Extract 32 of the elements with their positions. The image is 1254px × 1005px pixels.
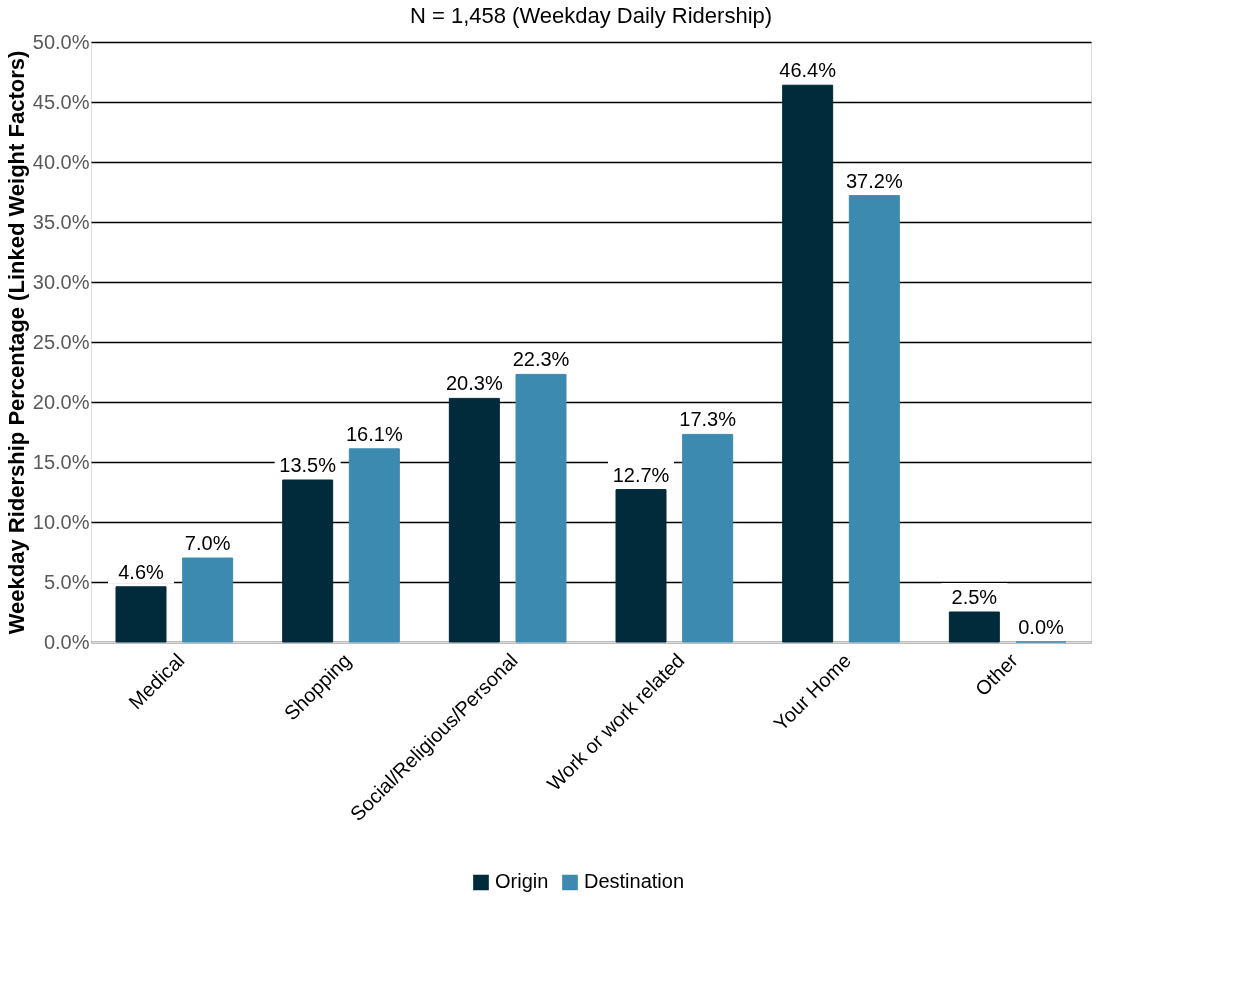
y-tick-label: 20.0% [32, 390, 90, 413]
y-tick-label: 40.0% [32, 150, 90, 173]
data-label: 7.0% [184, 532, 231, 554]
chart-title: N = 1,458 (Weekday Daily Ridership) [409, 3, 773, 28]
bar [348, 448, 400, 643]
bar [615, 489, 667, 643]
data-label: 17.3% [679, 408, 737, 431]
data-label: 16.1% [345, 422, 403, 445]
data-label: 0.0% [1018, 616, 1065, 638]
legend-label: Origin [495, 870, 549, 893]
data-label: 4.6% [118, 560, 165, 583]
data-label: 46.4% [779, 59, 837, 82]
data-label: 2.5% [951, 586, 998, 608]
y-tick-label: 45.0% [32, 90, 90, 113]
y-tick-label: 35.0% [32, 210, 90, 233]
bar [282, 479, 334, 643]
data-label: 22.3% [512, 348, 570, 371]
y-tick-label: 10.0% [32, 510, 90, 533]
bar [848, 195, 900, 643]
data-label: 20.3% [445, 372, 503, 395]
y-tick-label: 30.0% [32, 270, 90, 293]
legend-label: Destination [584, 870, 685, 893]
data-label: 13.5% [279, 454, 337, 476]
y-tick-label: 0.0% [43, 630, 90, 653]
data-label: 12.7% [612, 463, 670, 486]
y-axis-title: Weekday Ridership Percentage (Linked Weight Factors) [3, 50, 29, 635]
y-tick-label: 5.0% [43, 570, 90, 593]
bar [948, 611, 1000, 643]
y-tick-label: 50.0% [32, 30, 90, 53]
y-tick-label: 25.0% [32, 330, 90, 353]
y-tick-label: 15.0% [32, 450, 90, 473]
data-label: 37.2% [845, 169, 903, 192]
